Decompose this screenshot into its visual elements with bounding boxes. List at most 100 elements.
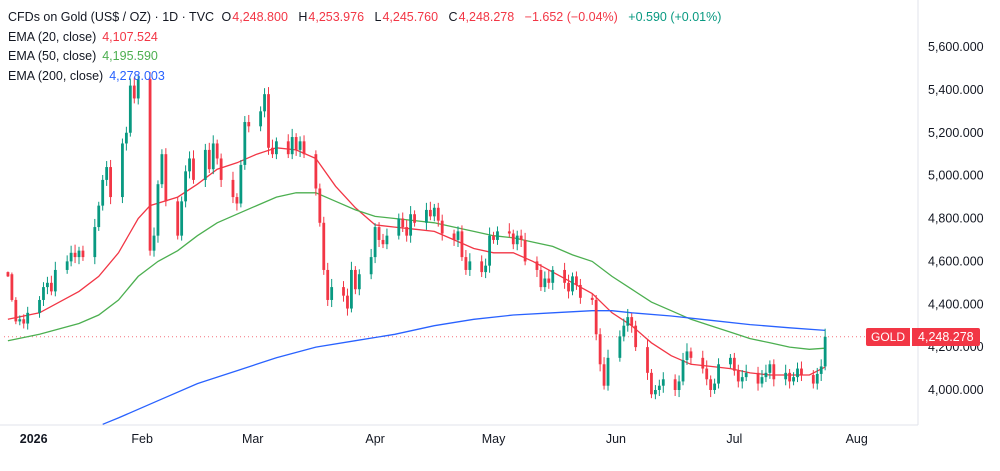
candle-body (661, 379, 665, 386)
ema50-row[interactable]: EMA (50, close) 4,195.590 (8, 47, 728, 67)
symbol-title[interactable]: CFDs on Gold (US$ / OZ) · 1D · TVC (8, 10, 215, 24)
x-tick-label: Apr (365, 432, 384, 446)
candle-body (567, 282, 570, 292)
candle-body (484, 265, 488, 273)
candle-up (330, 278, 334, 308)
candle-body (519, 235, 523, 240)
candle-body (26, 312, 30, 324)
candle-body (326, 269, 330, 300)
candle-body (322, 222, 326, 270)
candle-up (180, 196, 184, 241)
candle-body (192, 158, 195, 180)
candle-up (409, 206, 413, 243)
open-key: O (221, 10, 232, 24)
candle-body (6, 272, 10, 277)
y-tick-label: 5,200.000 (928, 126, 984, 140)
candle-body (796, 368, 799, 378)
last-price-tag: GOLD 4,248.278 (866, 328, 980, 346)
candle-down (788, 368, 792, 389)
candle-down (322, 216, 326, 275)
candle-body (507, 231, 511, 234)
candle-body (492, 235, 495, 240)
candle-body (571, 276, 574, 292)
candle-body (302, 141, 306, 155)
candle-body (709, 379, 713, 390)
candle-up (105, 161, 109, 186)
candle-body (460, 231, 464, 258)
candle-body (271, 147, 274, 155)
candle-up (101, 174, 105, 211)
candle-body (788, 372, 792, 382)
candle-up (211, 135, 215, 175)
candle-down (231, 171, 235, 204)
candle-up (543, 271, 547, 293)
candle-up (432, 203, 436, 222)
candle-up (661, 372, 665, 393)
candle-down (772, 359, 776, 387)
candle-body (65, 261, 69, 270)
candle-body (523, 239, 527, 262)
candle-body (811, 374, 815, 384)
ema-line-1 (7, 147, 826, 376)
candle-body (602, 364, 606, 386)
candle-body (768, 364, 772, 373)
candle-body (657, 385, 661, 390)
candle-up (496, 226, 499, 245)
candle-up (653, 385, 657, 400)
last-price-value: 4,248.278 (912, 328, 980, 346)
candle-body (294, 137, 298, 150)
candle-down (567, 274, 570, 299)
candle-up (456, 226, 460, 248)
x-tick-label: Feb (131, 432, 153, 446)
candle-body (346, 295, 349, 309)
candle-body (705, 368, 709, 380)
candle-down (401, 212, 405, 233)
candle-body (740, 377, 744, 382)
candle-body (689, 351, 693, 358)
y-tick-label: 5,400.000 (928, 83, 984, 97)
candle-down (215, 139, 219, 165)
candle-body (626, 317, 630, 326)
candle-up (784, 364, 788, 386)
candle-down (511, 229, 515, 250)
candle-up (823, 328, 827, 371)
candle-up (46, 276, 49, 295)
candle-down (492, 231, 495, 244)
candle-body (653, 390, 657, 395)
candle-body (275, 141, 278, 155)
open-value: 4,248.800 (232, 10, 288, 24)
candle-up (69, 245, 73, 267)
candle-body (105, 167, 109, 180)
ema200-row[interactable]: EMA (200, close) 4,278.003 (8, 67, 728, 87)
candle-down (594, 295, 598, 341)
candle-body (606, 357, 610, 386)
candle-down (452, 229, 456, 246)
ema50-value: 4,195.590 (102, 49, 158, 63)
candle-body (622, 325, 626, 337)
candle-up (42, 282, 45, 306)
candle-down (247, 114, 251, 133)
ema200-label: EMA (200, close) (8, 68, 104, 83)
candle-body (756, 372, 760, 384)
ema50-label: EMA (50, close) (8, 49, 97, 63)
candle-body (480, 261, 484, 273)
candle-body (468, 261, 472, 270)
candle-down (377, 222, 381, 248)
candle-up (796, 362, 799, 383)
candle-up (685, 343, 689, 365)
candle-up (551, 266, 555, 290)
candle-up (203, 143, 207, 187)
candle-down (207, 142, 211, 174)
candle-body (97, 205, 101, 228)
candle-down (326, 262, 330, 306)
candle-body (598, 334, 602, 365)
candle-down (81, 245, 85, 261)
candle-body (539, 269, 543, 288)
candle-up (468, 253, 472, 276)
candle-up (488, 227, 491, 273)
candle-down (811, 370, 815, 389)
ema20-row[interactable]: EMA (20, close) 4,107.524 (8, 28, 728, 48)
x-tick-label: Aug (846, 432, 868, 446)
candle-down (413, 210, 416, 227)
